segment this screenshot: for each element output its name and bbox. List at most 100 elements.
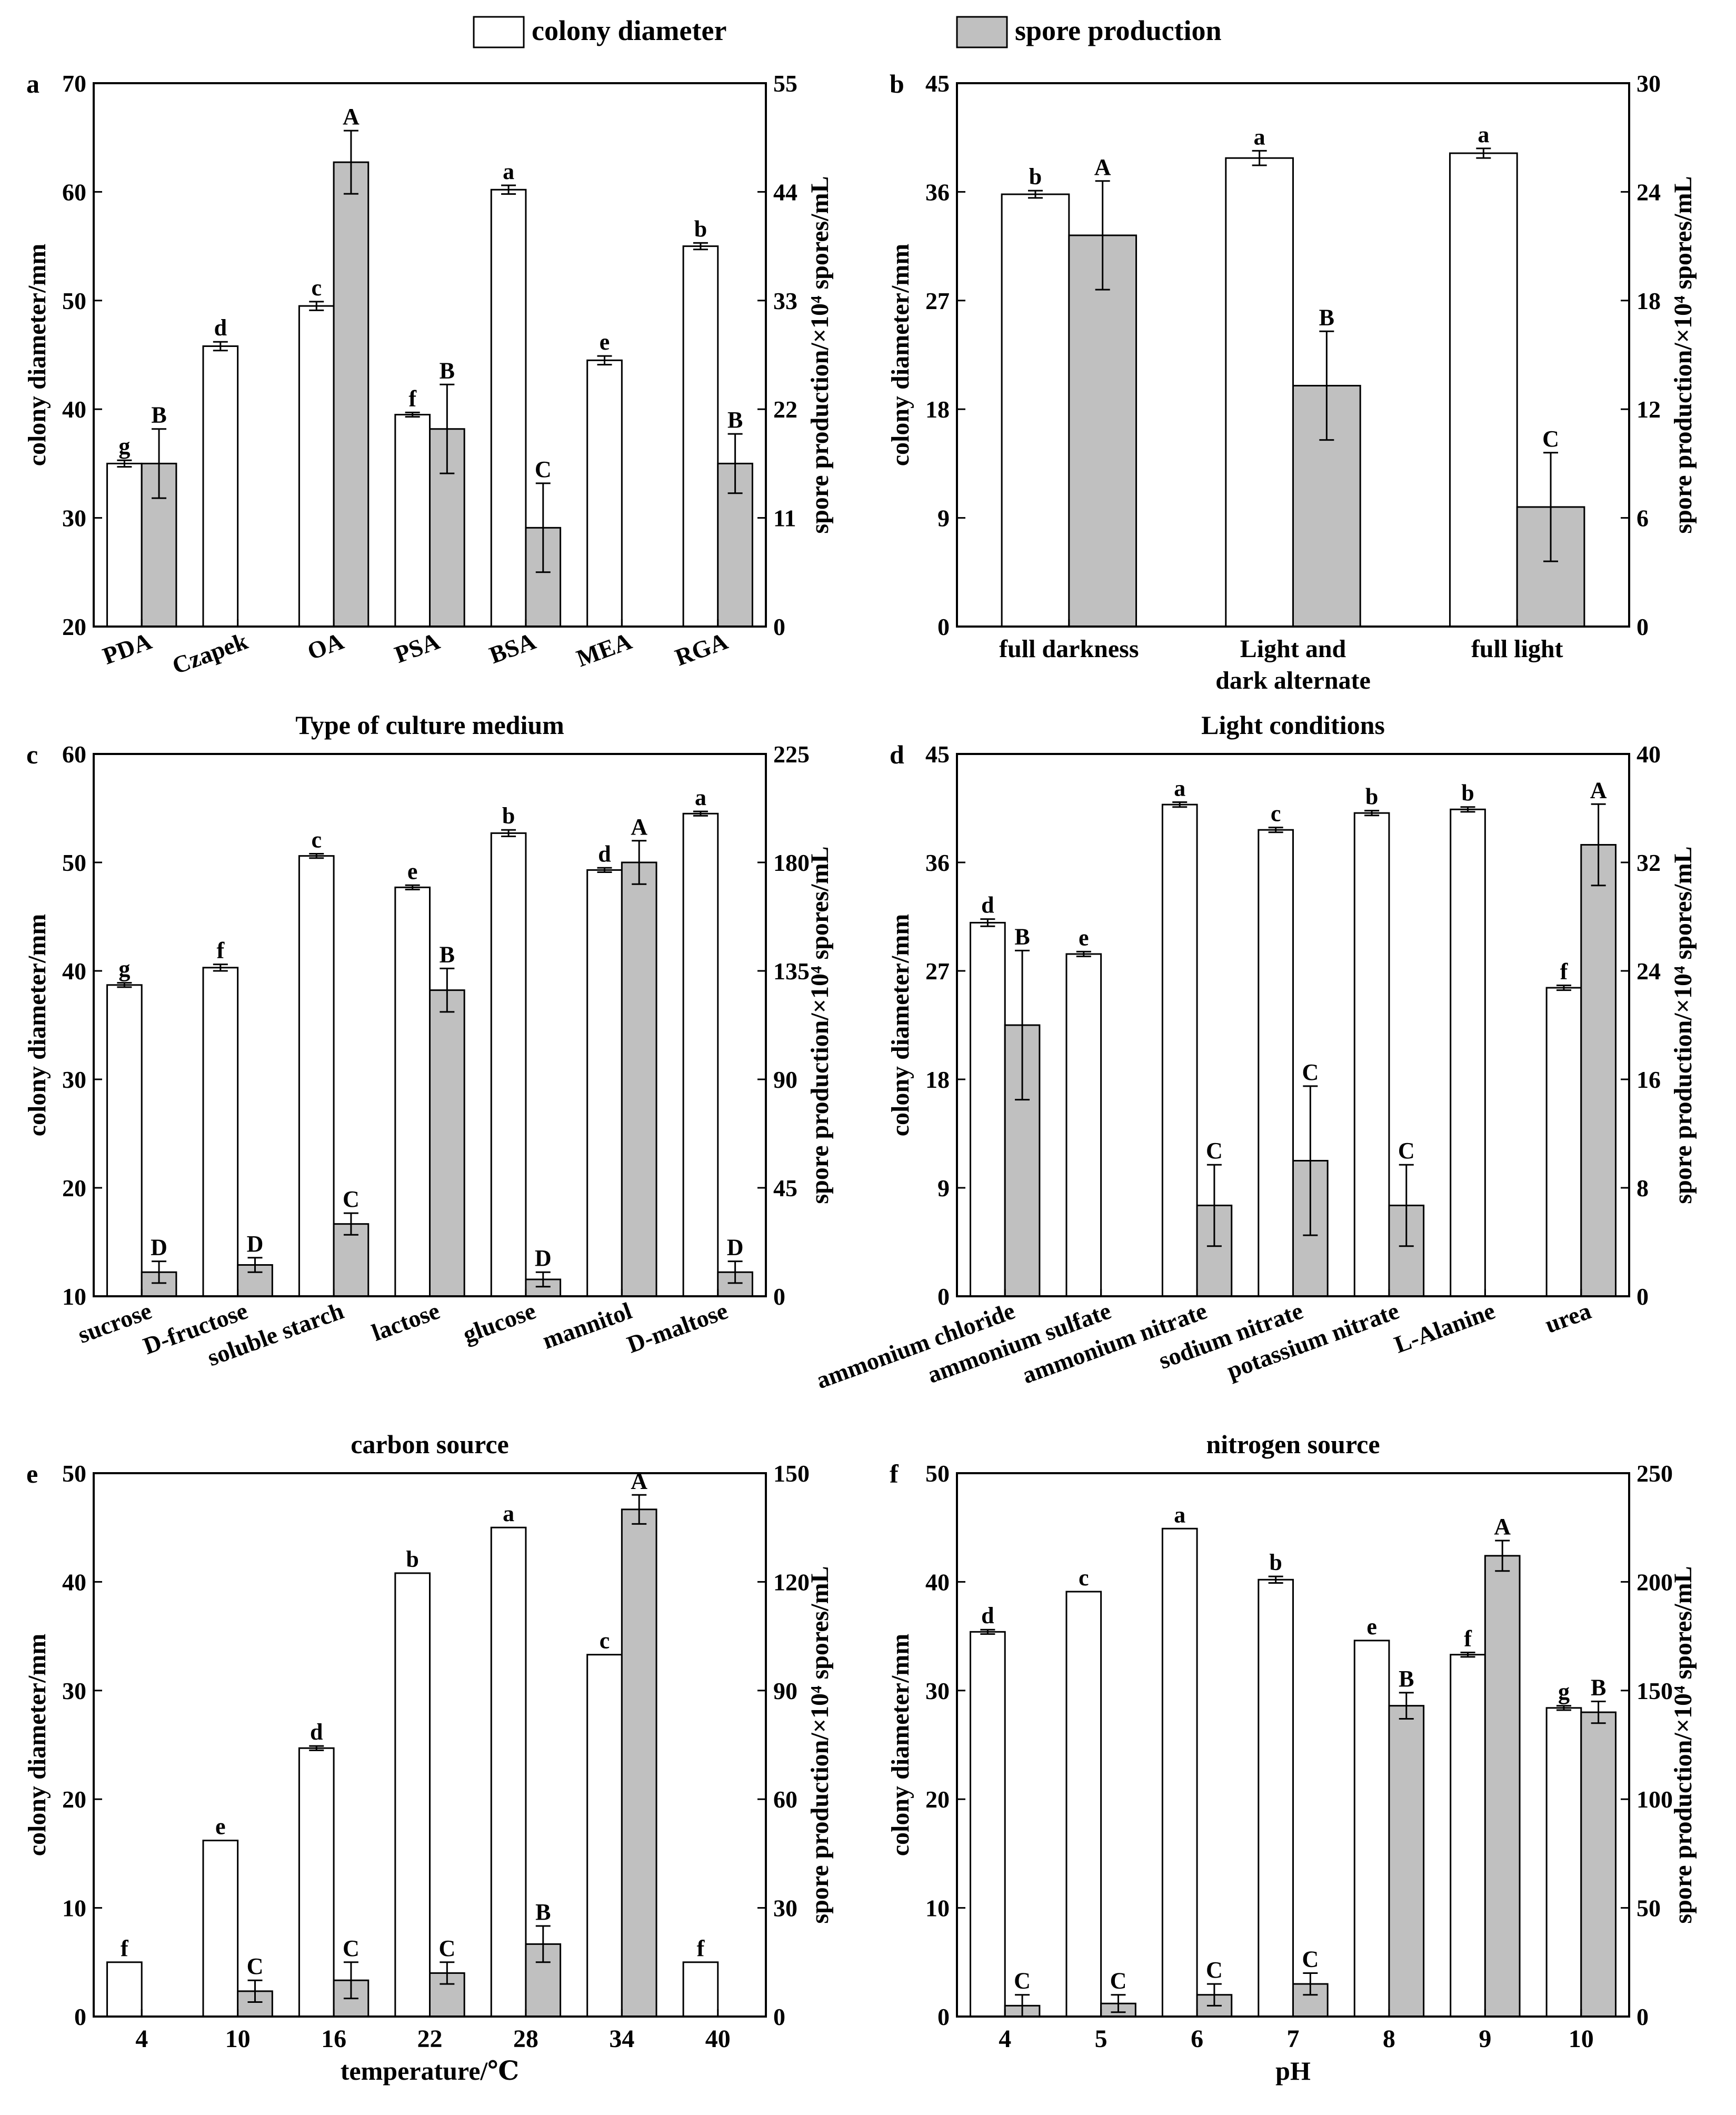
legend-swatch-colony bbox=[473, 16, 525, 48]
significance-letter: b bbox=[406, 1546, 418, 1572]
bar-colony bbox=[1001, 193, 1070, 628]
bar-colony bbox=[490, 832, 527, 1297]
y-tick-label-right: 180 bbox=[773, 849, 810, 876]
bar-colony bbox=[1545, 987, 1582, 1297]
y-tick-label-left: 36 bbox=[925, 178, 950, 205]
bar-colony bbox=[1258, 1578, 1294, 2018]
bar-colony bbox=[202, 1840, 239, 2018]
bar-colony bbox=[490, 1526, 527, 2018]
significance-letter: b bbox=[694, 216, 707, 242]
significance-letter: f bbox=[1560, 958, 1569, 984]
y-tick-label-right: 60 bbox=[773, 1786, 797, 1813]
y-tick-label-right: 0 bbox=[1637, 2003, 1649, 2030]
chart-panel-f: f d c a b e f g C C C C B A B 0 10 20 30 40 50 0 50 100 150 200 25… bbox=[886, 1459, 1697, 2086]
bar-spore bbox=[1580, 1711, 1617, 2018]
y-tick-label-right: 100 bbox=[1637, 1786, 1673, 1813]
y-tick-label-left: 27 bbox=[925, 958, 950, 985]
x-axis-title: Light conditions bbox=[1201, 710, 1385, 740]
significance-letter: A bbox=[343, 104, 360, 130]
y-tick-label-right: 55 bbox=[773, 70, 797, 97]
x-axis-title: pH bbox=[1275, 2056, 1311, 2086]
x-tick-label: 16 bbox=[321, 2025, 346, 2053]
y-tick-label-left: 36 bbox=[925, 849, 950, 876]
y-axis-title-right: spore production/×10⁴ spores/mL bbox=[1669, 846, 1697, 1204]
y-tick-label-right: 16 bbox=[1637, 1066, 1661, 1093]
y-tick-label-left: 50 bbox=[62, 287, 86, 314]
significance-letter: g bbox=[118, 433, 130, 459]
bar-spore bbox=[1388, 1705, 1425, 2018]
y-tick-label-right: 200 bbox=[1637, 1568, 1673, 1595]
y-tick-label-left: 40 bbox=[62, 958, 86, 985]
significance-letter: A bbox=[1094, 154, 1111, 180]
significance-letter: B bbox=[1319, 304, 1334, 330]
bar-spore bbox=[1068, 234, 1138, 628]
significance-letter: f bbox=[697, 1935, 705, 1961]
x-tick-label: 34 bbox=[609, 2025, 634, 2053]
bar-colony bbox=[490, 188, 527, 628]
y-tick-label-left: 27 bbox=[925, 287, 950, 314]
significance-letter: e bbox=[1079, 925, 1089, 950]
y-tick-label-right: 135 bbox=[773, 958, 810, 985]
y-tick-label-right: 225 bbox=[773, 741, 810, 768]
legend: colony diameter spore production bbox=[473, 15, 1222, 48]
x-tick-label: 40 bbox=[705, 2025, 731, 2053]
significance-letter: f bbox=[216, 938, 225, 964]
significance-letter: C bbox=[438, 1935, 455, 1961]
y-axis-title-left: colony diameter/mm bbox=[886, 244, 914, 466]
bar-colony bbox=[682, 245, 719, 628]
y-tick-label-right: 150 bbox=[1637, 1677, 1673, 1704]
significance-letter: a bbox=[1254, 124, 1265, 150]
significance-letter: B bbox=[1014, 924, 1030, 949]
y-tick-label-right: 0 bbox=[773, 613, 785, 640]
significance-letter: d bbox=[598, 841, 611, 867]
bar-colony bbox=[106, 984, 143, 1297]
bar-colony bbox=[298, 855, 335, 1297]
bar-colony bbox=[202, 345, 239, 628]
y-tick-label-right: 22 bbox=[773, 396, 797, 423]
y-tick-label-right: 0 bbox=[773, 1283, 785, 1310]
bar-colony bbox=[586, 869, 623, 1297]
chart-panel-d: d d e a c b b f B C C C A 0 9 18 27 36 45 0 8 16 24 32 40 colony … bbox=[813, 740, 1697, 1459]
significance-letter: B bbox=[440, 358, 455, 383]
x-tick-label: OA bbox=[304, 627, 347, 665]
x-tick-label: mannitol bbox=[539, 1297, 635, 1354]
significance-letter: C bbox=[247, 1953, 264, 1979]
y-axis-title-right: spore production/×10⁴ spores/mL bbox=[806, 1566, 834, 1923]
significance-letter: f bbox=[408, 385, 417, 411]
y-tick-label-right: 24 bbox=[1637, 958, 1661, 985]
bar-colony bbox=[1065, 953, 1102, 1297]
x-axis-title: nitrogen source bbox=[1206, 1429, 1380, 1459]
x-tick-label: D-maltose bbox=[623, 1297, 731, 1358]
significance-letter: b bbox=[1461, 780, 1474, 806]
bar-colony bbox=[1065, 1591, 1102, 2018]
x-tick-label: full darkness bbox=[999, 635, 1139, 663]
significance-letter: B bbox=[151, 402, 166, 428]
y-tick-label-left: 10 bbox=[62, 1895, 86, 1922]
significance-letter: f bbox=[121, 1935, 129, 1961]
significance-letter: c bbox=[1271, 801, 1281, 827]
significance-letter: e bbox=[215, 1814, 226, 1840]
significance-letter: e bbox=[1366, 1614, 1377, 1640]
y-tick-label-left: 60 bbox=[62, 741, 86, 768]
x-tick-label: 22 bbox=[417, 2025, 443, 2053]
significance-letter: D bbox=[247, 1231, 264, 1257]
panel-letter: c bbox=[26, 740, 38, 769]
x-axis-title: temperature/℃ bbox=[341, 2056, 519, 2086]
significance-letter: a bbox=[503, 1501, 514, 1526]
significance-letter: B bbox=[1399, 1666, 1414, 1692]
y-tick-label-left: 20 bbox=[62, 613, 86, 640]
significance-letter: a bbox=[695, 785, 706, 810]
bar-colony bbox=[1545, 1707, 1582, 2018]
significance-letter: C bbox=[343, 1935, 360, 1961]
y-tick-label-left: 10 bbox=[62, 1283, 86, 1310]
y-tick-label-right: 44 bbox=[773, 178, 797, 205]
bar-colony bbox=[106, 1961, 143, 2018]
bar-colony bbox=[202, 967, 239, 1297]
y-tick-label-right: 50 bbox=[1637, 1895, 1661, 1922]
chart-panel-c: c g f c e b d a D D C B D A D 10 20 30 40 50 60 0 45 90 135 180 22… bbox=[23, 740, 834, 1459]
chart-panel-a: a g d c f a e b B A B C B 20 30 40 50 60 70 0 11 22 33 44 55 colo… bbox=[23, 69, 834, 740]
significance-letter: f bbox=[1464, 1626, 1472, 1652]
significance-letter: b bbox=[1269, 1550, 1282, 1575]
bar-spore bbox=[621, 861, 657, 1297]
x-tick-label: PSA bbox=[391, 627, 443, 668]
